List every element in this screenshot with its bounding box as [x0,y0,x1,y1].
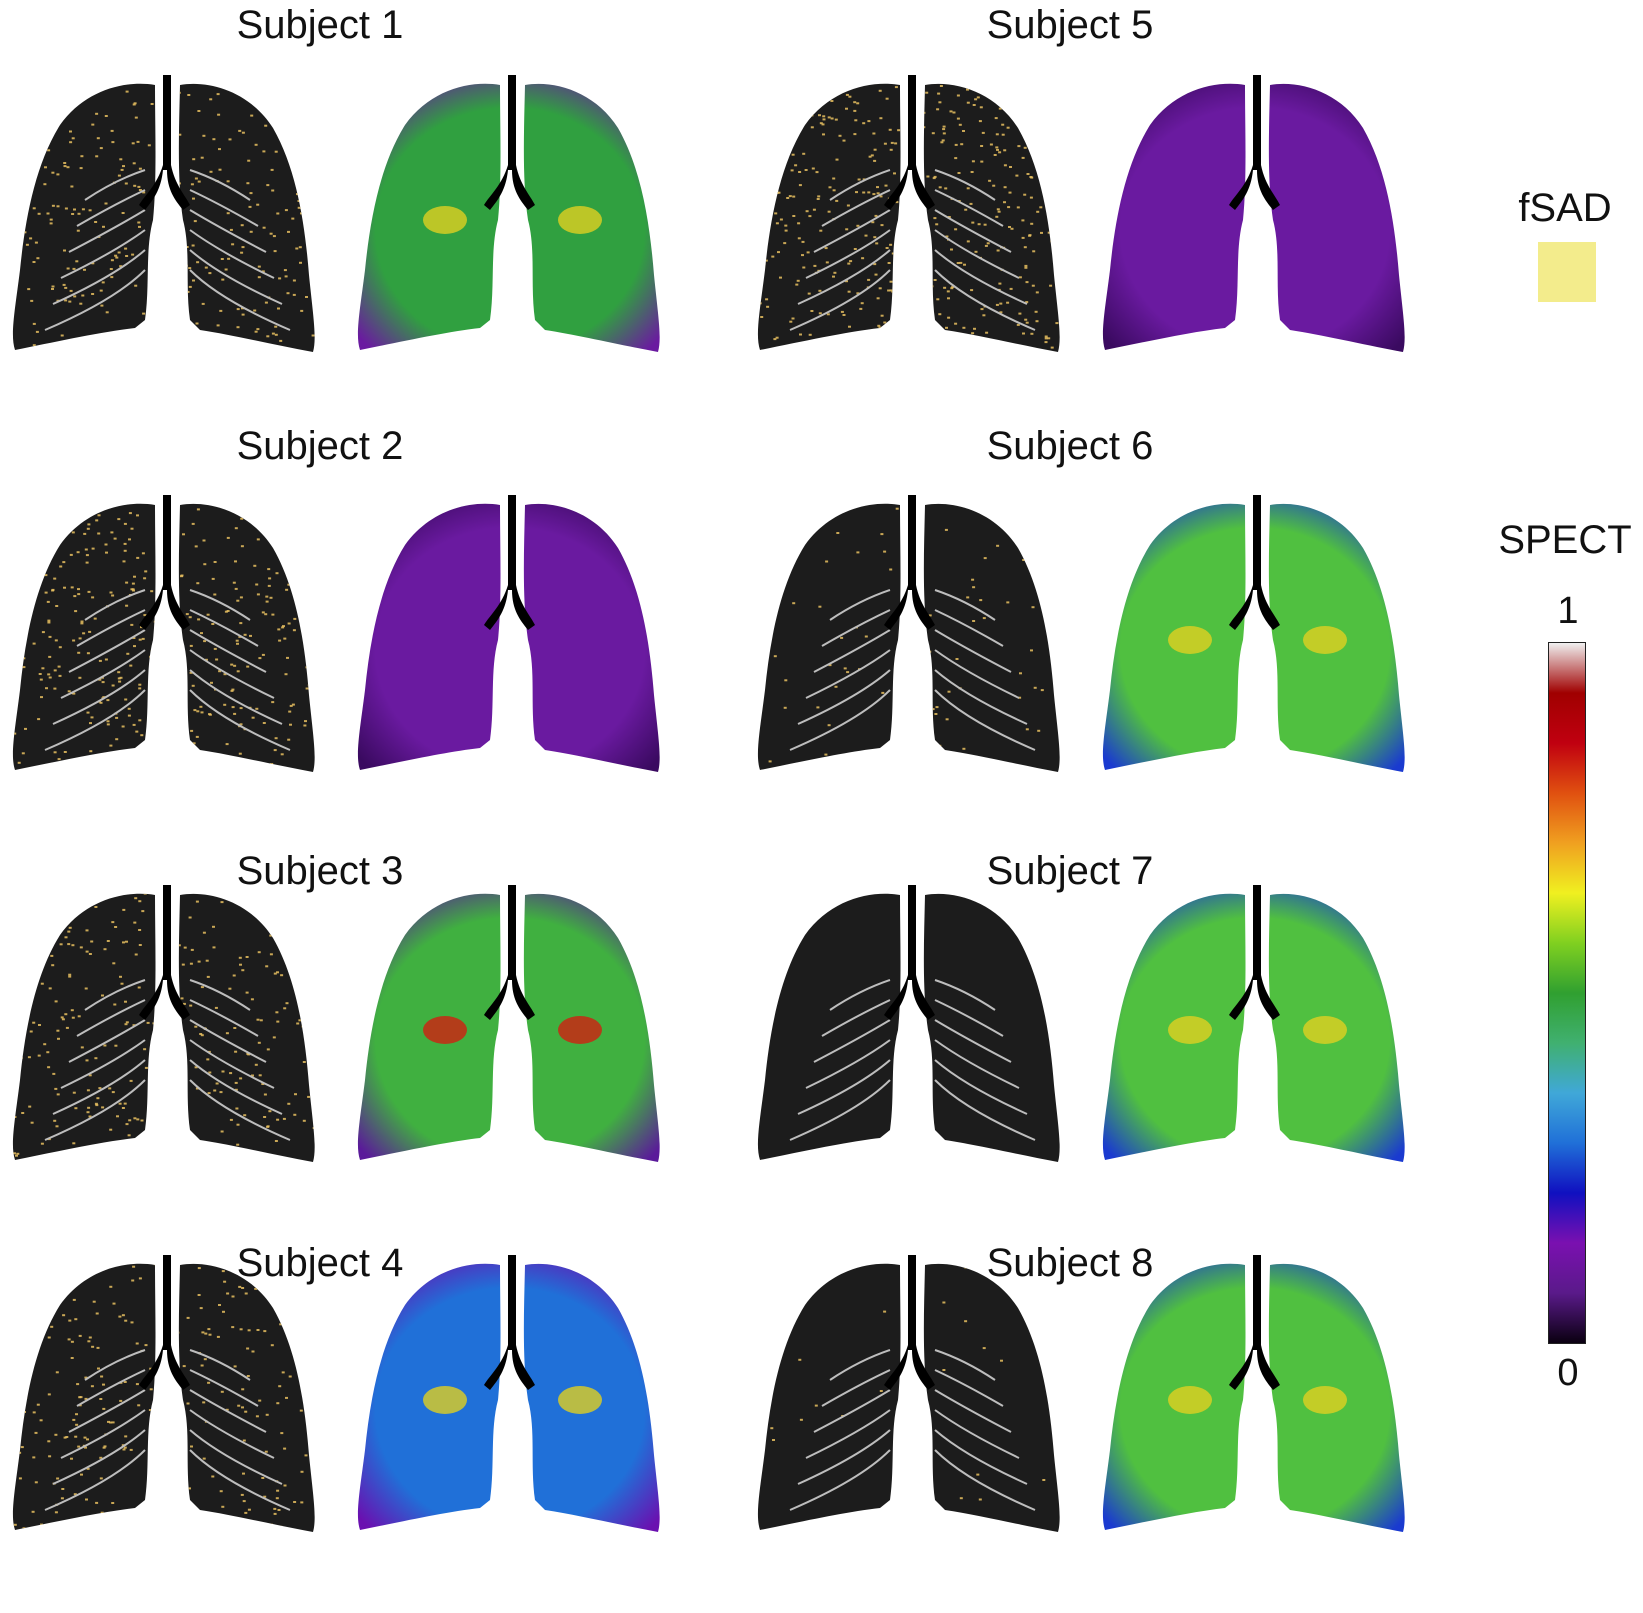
ct-image-subject-6 [757,495,1060,773]
subject-2-title: Subject 2 [236,424,404,468]
ct-image-subject-7 [757,885,1060,1163]
spect-image-subject-1 [357,75,660,353]
subject-6-title: Subject 6 [986,424,1154,468]
ct-image-subject-8 [757,1255,1060,1533]
spect-image-subject-6 [1102,495,1405,773]
spect-max-label: 1 [1557,590,1579,632]
ct-image-subject-5 [757,75,1060,353]
spect-image-subject-2 [357,495,660,773]
spect-colorbar [1548,642,1586,1344]
subject-8-title: Subject 8 [986,1241,1154,1285]
subject-7-title: Subject 7 [986,849,1154,893]
fsad-legend-label: fSAD [1518,186,1612,230]
spect-image-subject-7 [1102,885,1405,1163]
ct-image-subject-2 [12,495,315,773]
ct-image-subject-3 [12,885,315,1163]
spect-image-subject-5 [1102,75,1405,353]
subject-3-title: Subject 3 [236,849,404,893]
subject-4-title: Subject 4 [236,1241,404,1285]
ct-image-subject-1 [12,75,315,353]
ct-image-subject-4 [12,1255,315,1533]
subject-1-title: Subject 1 [236,3,404,47]
spect-legend-label: SPECT [1498,518,1632,562]
spect-image-subject-8 [1102,1255,1405,1533]
spect-image-subject-4 [357,1255,660,1533]
fsad-legend-swatch [1538,242,1596,302]
subject-5-title: Subject 5 [986,3,1154,47]
spect-min-label: 0 [1557,1352,1579,1394]
spect-image-subject-3 [357,885,660,1163]
